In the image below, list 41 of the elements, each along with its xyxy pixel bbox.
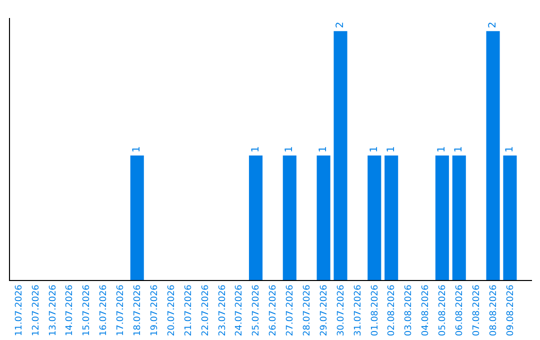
x-tick-label: 16.07.2026 xyxy=(99,284,110,336)
data-label: 1 xyxy=(318,146,330,153)
data-label: 1 xyxy=(504,146,516,153)
x-tick-label: 07.08.2026 xyxy=(472,284,482,336)
data-label: 2 xyxy=(334,22,346,28)
data-label: 1 xyxy=(250,146,262,153)
x-tick-label: 03.08.2026 xyxy=(404,284,414,336)
x-tick-label: 02.08.2026 xyxy=(387,284,398,336)
x-tick-label: 12.07.2026 xyxy=(31,284,42,336)
data-label: 2 xyxy=(488,22,499,28)
x-tick-label: 22.07.2026 xyxy=(200,284,211,336)
x-tick-label: 20.07.2026 xyxy=(166,284,177,336)
data-label: 1 xyxy=(368,146,380,153)
x-tick-label: 11.07.2026 xyxy=(14,284,24,336)
x-tick-label: 17.07.2026 xyxy=(116,284,126,336)
x-tick-label: 05.08.2026 xyxy=(438,284,448,336)
x-tick-label: 09.08.2026 xyxy=(506,284,516,336)
x-tick-label: 27.07.2026 xyxy=(286,284,296,336)
x-tick-label: 14.07.2026 xyxy=(65,284,76,336)
x-tick-label: 25.07.2026 xyxy=(252,284,262,336)
x-tick-label: 01.08.2026 xyxy=(370,284,380,336)
x-tick-label: 18.07.2026 xyxy=(133,284,144,336)
data-label: 1 xyxy=(132,146,143,153)
x-tick-label: 19.07.2026 xyxy=(150,284,160,336)
x-tick-label: 29.07.2026 xyxy=(319,284,330,336)
x-tick-label: 28.07.2026 xyxy=(302,284,313,336)
x-tick-label: 21.07.2026 xyxy=(184,284,194,336)
data-label: 1 xyxy=(284,146,296,153)
x-tick-label: 15.07.2026 xyxy=(82,284,92,336)
x-tick-label: 24.07.2026 xyxy=(234,284,245,336)
x-tick-label: 04.08.2026 xyxy=(421,284,432,336)
x-tick-label: 30.07.2026 xyxy=(336,284,346,336)
data-label: 1 xyxy=(386,146,397,153)
data-label: 1 xyxy=(454,146,465,153)
x-tick-label: 26.07.2026 xyxy=(268,284,279,336)
x-tick-label: 06.08.2026 xyxy=(455,284,466,336)
x-tick-label: 08.08.2026 xyxy=(488,284,499,336)
data-label: 1 xyxy=(436,146,448,153)
x-tick-label: 23.07.2026 xyxy=(218,284,228,336)
x-tick-label: 31.07.2026 xyxy=(353,284,364,336)
x-tick-label: 13.07.2026 xyxy=(48,284,58,336)
